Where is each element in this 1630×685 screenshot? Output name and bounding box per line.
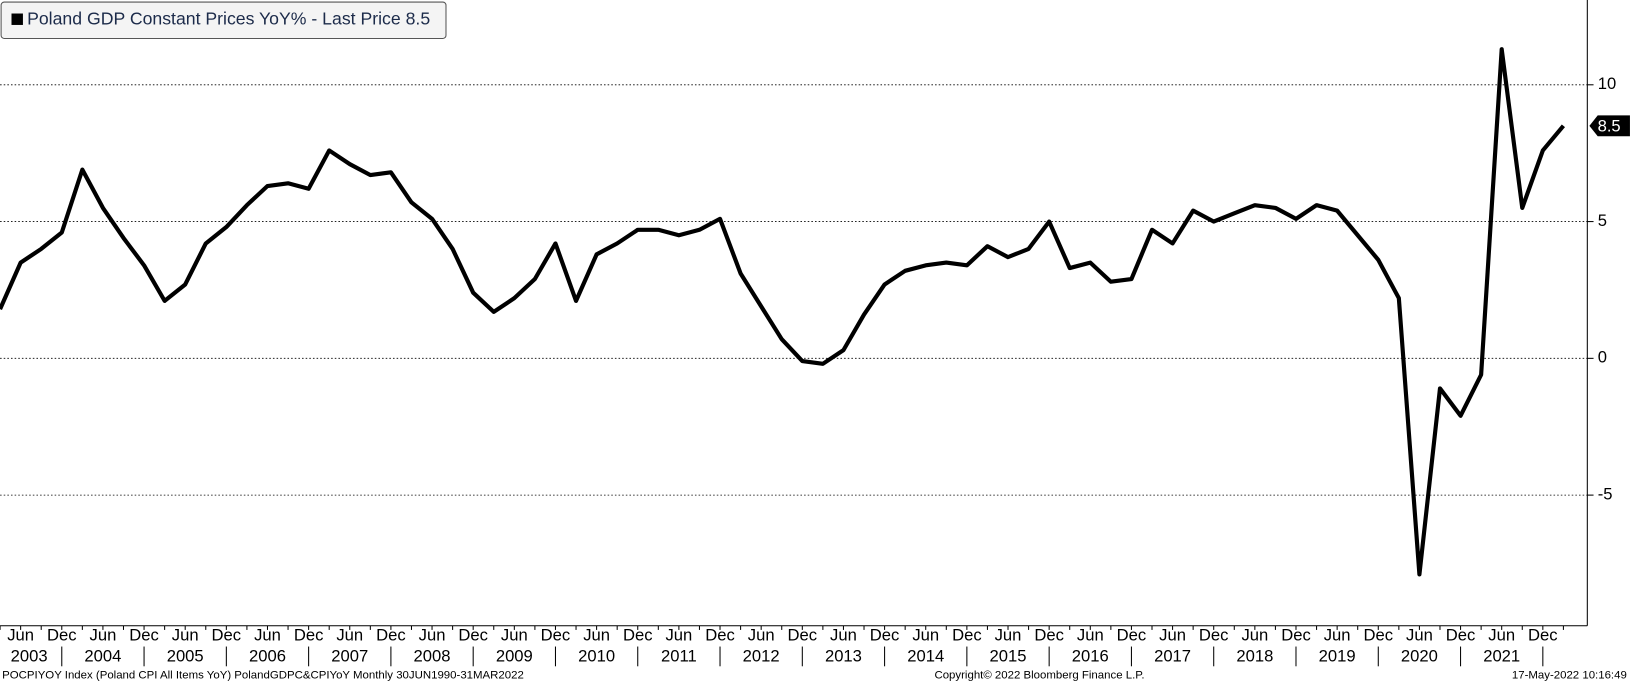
footer-left: POCPIYOY Index (Poland CPI All Items YoY… (2, 670, 524, 682)
x-tick-label: Jun (1241, 626, 1268, 645)
x-group-label: 2011 (661, 646, 697, 665)
x-tick-label: Dec (376, 626, 406, 645)
x-tick-label: Jun (90, 626, 117, 645)
x-group-label: 2020 (1401, 646, 1438, 665)
footer-center: Copyright© 2022 Bloomberg Finance L.P. (934, 670, 1144, 682)
x-group-label: 2016 (1072, 646, 1109, 665)
legend-swatch (11, 13, 23, 25)
x-tick-label: Dec (623, 626, 653, 645)
x-group-label: 2013 (825, 646, 862, 665)
x-group-label: 2021 (1483, 646, 1520, 665)
x-tick-label: Dec (129, 626, 159, 645)
x-tick-label: Jun (1077, 626, 1104, 645)
x-tick-label: Dec (212, 626, 242, 645)
x-group-label: 2012 (743, 646, 780, 665)
last-price-label: 8.5 (1598, 116, 1621, 135)
y-tick-label: -5 (1598, 484, 1613, 503)
x-tick-label: Jun (254, 626, 281, 645)
x-tick-label: Dec (1446, 626, 1476, 645)
x-tick-label: Jun (419, 626, 446, 645)
x-tick-label: Jun (7, 626, 34, 645)
x-group-label: 2018 (1236, 646, 1273, 665)
y-tick-label: 0 (1598, 348, 1607, 367)
y-tick-label: 10 (1598, 74, 1617, 93)
x-tick-label: Dec (1363, 626, 1393, 645)
x-tick-label: Dec (1034, 626, 1064, 645)
x-tick-label: Dec (1199, 626, 1229, 645)
x-group-label: 2007 (331, 646, 368, 665)
x-tick-label: Jun (336, 626, 363, 645)
line-series (0, 47, 1566, 577)
x-tick-label: Jun (748, 626, 775, 645)
legend-series-name: Poland GDP Constant Prices YoY% (27, 8, 307, 28)
x-tick-label: Jun (1488, 626, 1515, 645)
x-group-label: 2004 (84, 646, 121, 665)
x-tick-label: Dec (952, 626, 982, 645)
x-tick-label: Dec (294, 626, 324, 645)
x-tick-label: Dec (1117, 626, 1147, 645)
x-tick-label: Jun (501, 626, 528, 645)
x-tick-label: Jun (665, 626, 692, 645)
last-price-badge (1589, 115, 1630, 137)
x-tick-label: Dec (1528, 626, 1558, 645)
x-group-label: 2010 (578, 646, 615, 665)
x-tick-label: Jun (172, 626, 199, 645)
x-tick-label: Dec (870, 626, 900, 645)
x-group-label: 2008 (414, 646, 451, 665)
x-group-label: 2015 (990, 646, 1027, 665)
x-tick-label: Dec (705, 626, 735, 645)
x-tick-label: Jun (1406, 626, 1433, 645)
x-tick-label: Jun (995, 626, 1022, 645)
x-group-label: 2014 (907, 646, 944, 665)
y-tick-label: 5 (1598, 211, 1607, 230)
footer-right: 17-May-2022 10:16:49 (1512, 670, 1627, 682)
legend (0, 1, 447, 39)
x-group-label: 2009 (496, 646, 533, 665)
x-tick-label: Jun (1324, 626, 1351, 645)
x-group-label: 2005 (167, 646, 204, 665)
x-group-label: 2017 (1154, 646, 1191, 665)
x-group-label: 2019 (1319, 646, 1356, 665)
x-tick-label: Dec (788, 626, 818, 645)
legend-suffix: - Last Price (311, 8, 400, 28)
x-tick-label: Dec (458, 626, 488, 645)
x-group-label: 2006 (249, 646, 286, 665)
x-tick-label: Jun (1159, 626, 1186, 645)
legend-text: Poland GDP Constant Prices YoY% - Last P… (27, 8, 430, 28)
x-tick-label: Jun (912, 626, 939, 645)
x-tick-label: Dec (1281, 626, 1311, 645)
x-tick-label: Dec (47, 626, 77, 645)
legend-last-value: 8.5 (406, 8, 431, 28)
x-tick-label: Jun (583, 626, 610, 645)
x-tick-label: Dec (541, 626, 571, 645)
x-tick-label: Jun (830, 626, 857, 645)
x-group-label: 2003 (11, 646, 48, 665)
